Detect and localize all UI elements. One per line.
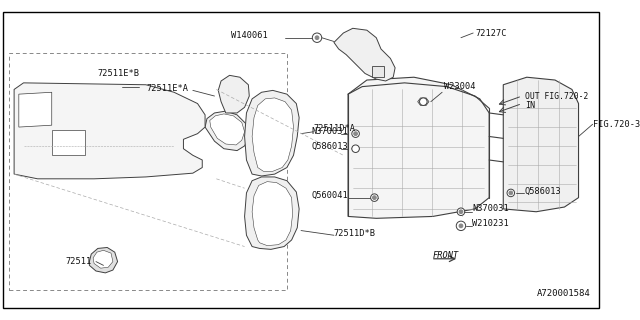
Text: W23004: W23004	[444, 82, 476, 91]
Text: 72511D*A: 72511D*A	[313, 124, 355, 132]
Circle shape	[354, 132, 358, 136]
Circle shape	[509, 191, 513, 195]
Polygon shape	[503, 77, 579, 212]
Text: FIG.720-3: FIG.720-3	[593, 120, 640, 129]
Polygon shape	[372, 66, 384, 77]
Polygon shape	[93, 250, 113, 268]
Circle shape	[352, 130, 359, 137]
Polygon shape	[52, 130, 84, 155]
Text: N370031: N370031	[311, 127, 348, 136]
Polygon shape	[90, 247, 118, 273]
Text: 72511E*B: 72511E*B	[97, 69, 140, 78]
Polygon shape	[14, 83, 205, 179]
Circle shape	[352, 145, 359, 152]
Polygon shape	[210, 114, 244, 145]
Text: OUT FIG.720-2: OUT FIG.720-2	[525, 92, 588, 100]
Text: 72511: 72511	[66, 257, 92, 266]
Circle shape	[420, 98, 427, 105]
Text: 72511D*B: 72511D*B	[334, 229, 376, 238]
Circle shape	[371, 194, 378, 201]
Text: N370031: N370031	[472, 204, 509, 213]
Text: IN: IN	[525, 101, 535, 110]
Circle shape	[372, 196, 376, 199]
Bar	[10, 53, 287, 290]
Text: W210231: W210231	[472, 220, 509, 228]
Text: W140061: W140061	[231, 31, 268, 40]
Text: 72511E*A: 72511E*A	[146, 84, 188, 93]
Circle shape	[456, 221, 466, 230]
Polygon shape	[244, 90, 299, 176]
Text: Q560041: Q560041	[311, 191, 348, 200]
Circle shape	[459, 224, 463, 228]
Text: FRONT: FRONT	[433, 252, 459, 260]
Polygon shape	[334, 28, 395, 81]
Polygon shape	[418, 98, 429, 105]
Polygon shape	[19, 92, 52, 127]
Circle shape	[312, 33, 322, 43]
Text: A720001584: A720001584	[537, 289, 591, 298]
Circle shape	[457, 208, 465, 215]
Polygon shape	[348, 77, 489, 218]
Circle shape	[507, 189, 515, 197]
Circle shape	[459, 210, 463, 214]
Text: Q586013: Q586013	[525, 187, 562, 196]
Polygon shape	[244, 177, 299, 249]
Text: Q586013: Q586013	[311, 142, 348, 151]
Polygon shape	[205, 111, 250, 151]
Circle shape	[315, 36, 319, 40]
Polygon shape	[252, 98, 294, 171]
Polygon shape	[252, 182, 292, 246]
Polygon shape	[352, 146, 359, 152]
Text: 72127C: 72127C	[475, 28, 506, 37]
Polygon shape	[218, 75, 250, 113]
